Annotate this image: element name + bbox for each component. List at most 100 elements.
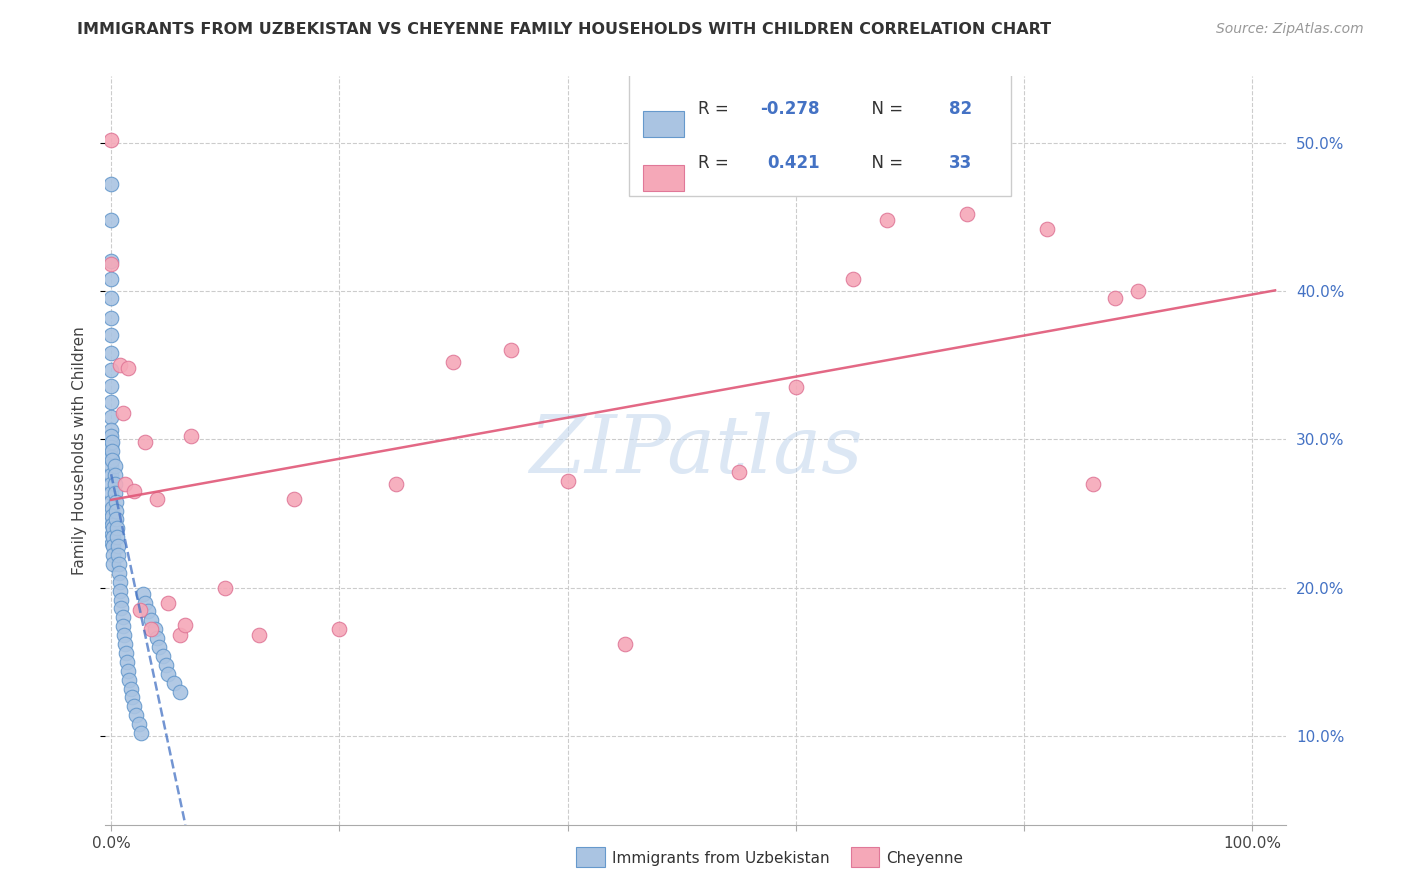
Point — [134, 435, 156, 450]
Text: R =: R = — [699, 100, 734, 119]
Point — [1126, 284, 1149, 298]
Point — [103, 521, 125, 535]
Point — [101, 518, 124, 533]
Point — [785, 380, 807, 394]
Text: N =: N = — [862, 154, 908, 172]
Point — [105, 521, 128, 535]
Bar — [643, 111, 685, 137]
Point — [114, 476, 136, 491]
Point — [139, 613, 162, 627]
Point — [103, 485, 125, 500]
Point — [110, 592, 132, 607]
Text: 33: 33 — [949, 154, 972, 172]
Point — [163, 675, 186, 690]
Text: ZIPatlas: ZIPatlas — [529, 412, 863, 489]
Point — [104, 512, 127, 526]
Point — [100, 177, 122, 191]
Point — [128, 603, 150, 617]
Point — [100, 410, 122, 425]
Point — [100, 395, 122, 409]
Point — [1081, 476, 1104, 491]
Point — [283, 491, 305, 506]
Point — [101, 509, 124, 524]
Text: Cheyenne: Cheyenne — [886, 851, 963, 865]
Point — [107, 539, 129, 553]
Point — [110, 358, 132, 372]
Point — [100, 254, 122, 268]
Point — [117, 664, 139, 678]
Point — [111, 406, 134, 420]
Point — [727, 465, 749, 479]
Point — [613, 637, 636, 651]
Point — [1036, 221, 1059, 235]
Point — [105, 530, 128, 544]
Point — [101, 435, 124, 450]
Point — [157, 666, 180, 681]
Point — [328, 622, 350, 636]
Point — [100, 512, 122, 526]
Point — [499, 343, 522, 358]
Point — [100, 310, 122, 325]
Point — [100, 379, 122, 393]
Text: Immigrants from Uzbekistan: Immigrants from Uzbekistan — [612, 851, 830, 865]
Text: 82: 82 — [949, 100, 972, 119]
Point — [100, 485, 122, 500]
Point — [100, 450, 122, 464]
Point — [143, 622, 166, 636]
Point — [101, 453, 124, 467]
Point — [100, 429, 122, 443]
Point — [122, 699, 145, 714]
Point — [100, 467, 122, 482]
Point — [100, 440, 122, 454]
Point — [146, 631, 169, 645]
Point — [103, 557, 125, 571]
Point — [103, 476, 125, 491]
Point — [115, 655, 138, 669]
Point — [110, 583, 132, 598]
Point — [117, 361, 139, 376]
Point — [100, 450, 122, 464]
Point — [100, 424, 122, 438]
FancyBboxPatch shape — [628, 70, 1011, 196]
Text: N =: N = — [862, 100, 908, 119]
Point — [110, 574, 132, 589]
Point — [101, 444, 124, 458]
Point — [100, 328, 122, 343]
Point — [103, 539, 125, 553]
Bar — [643, 165, 685, 191]
Point — [121, 690, 143, 705]
Point — [169, 684, 191, 698]
Point — [103, 530, 125, 544]
Point — [100, 437, 122, 451]
Point — [101, 536, 124, 550]
Text: Source: ZipAtlas.com: Source: ZipAtlas.com — [1216, 22, 1364, 37]
Point — [100, 257, 122, 271]
Y-axis label: Family Households with Children: Family Households with Children — [72, 326, 87, 574]
Point — [114, 637, 136, 651]
Point — [108, 566, 131, 580]
Point — [100, 476, 122, 491]
Point — [120, 681, 142, 696]
Point — [128, 717, 150, 731]
Point — [118, 673, 141, 687]
Point — [842, 272, 865, 286]
Point — [214, 581, 236, 595]
Point — [180, 429, 202, 443]
Point — [1104, 292, 1126, 306]
Point — [103, 458, 125, 473]
Point — [112, 628, 135, 642]
Point — [100, 212, 122, 227]
Point — [876, 212, 898, 227]
Text: 0.421: 0.421 — [766, 154, 820, 172]
Text: R =: R = — [699, 154, 740, 172]
Point — [103, 548, 125, 562]
Point — [103, 467, 125, 482]
Point — [129, 726, 152, 740]
Point — [100, 494, 122, 508]
Point — [110, 601, 132, 615]
Point — [104, 494, 127, 508]
Point — [146, 491, 169, 506]
Point — [107, 548, 129, 562]
Point — [111, 610, 134, 624]
Text: -0.278: -0.278 — [759, 100, 820, 119]
